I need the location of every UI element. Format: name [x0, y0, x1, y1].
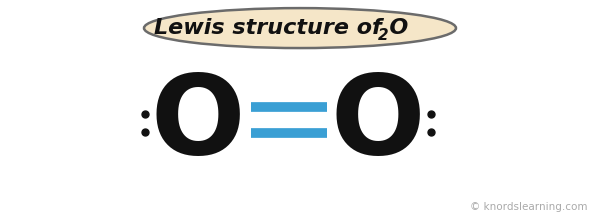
Text: © knordslearning.com: © knordslearning.com: [470, 202, 588, 212]
Text: Lewis structure of O: Lewis structure of O: [154, 18, 408, 38]
Text: O: O: [151, 70, 245, 177]
Text: 2: 2: [377, 28, 388, 43]
Ellipse shape: [144, 8, 456, 48]
Text: O: O: [331, 70, 425, 177]
